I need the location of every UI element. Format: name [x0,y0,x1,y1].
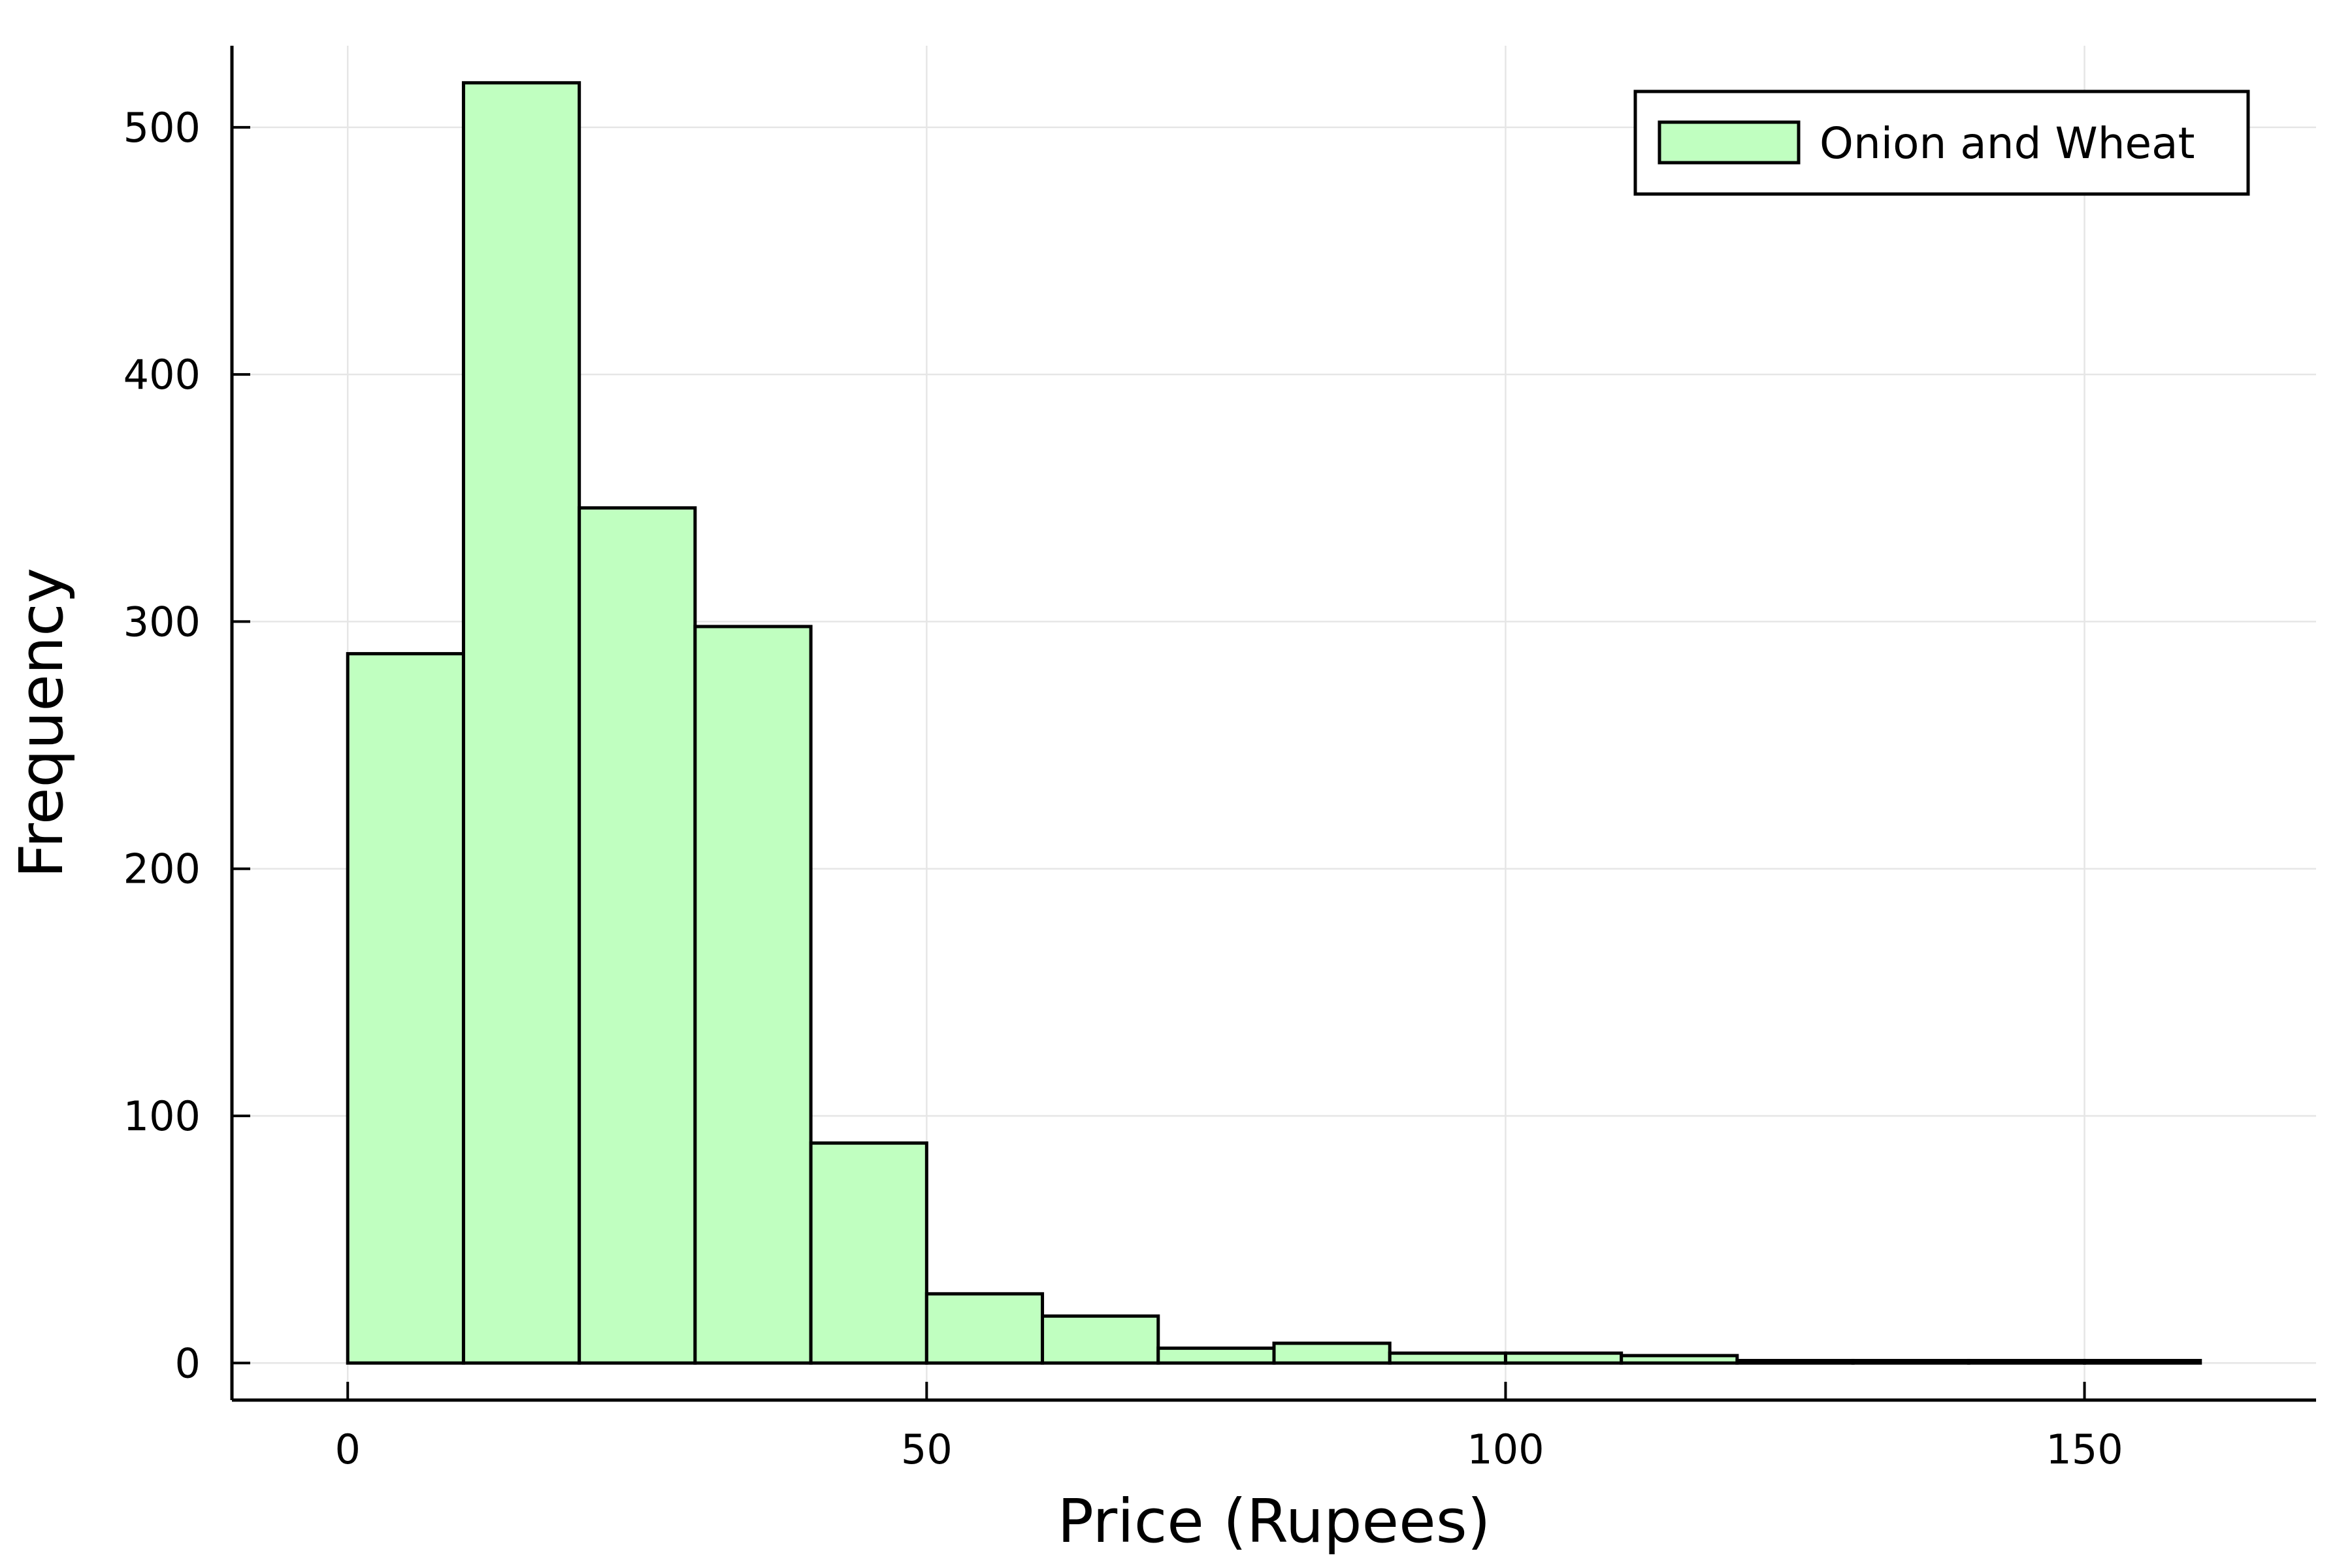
x-tick-label: 50 [901,1426,953,1473]
x-tick-label: 150 [2046,1426,2123,1473]
legend-swatch [1658,120,1801,165]
histogram-bar [1735,1358,1855,1365]
y-tick-label: 0 [175,1339,201,1387]
histogram-bar [1272,1341,1392,1365]
axes [230,46,2316,1402]
ticks: 0 50 100 150 0 100 200 300 400 500 [123,104,2123,1473]
y-tick-label: 500 [123,104,201,152]
histogram-bar [461,81,581,1365]
y-tick-label: 100 [123,1092,201,1140]
y-tick-label: 300 [123,598,201,645]
histogram-bar [1620,1354,1739,1365]
x-tick-label: 100 [1467,1426,1544,1473]
histogram-bar [693,625,813,1365]
histogram-bar [2083,1358,2202,1365]
histogram-bar [346,652,465,1365]
y-tick-label: 200 [123,845,201,893]
histogram-bar [1851,1358,1970,1365]
y-tick-label: 400 [123,351,201,399]
histogram-bar [1156,1347,1276,1365]
y-axis-title: Frequency [7,568,76,878]
histogram-bar [578,506,697,1365]
histogram-bar [924,1292,1045,1365]
histogram-bar [1503,1351,1624,1365]
histogram-bar [1967,1358,2087,1365]
histogram-bar [1388,1351,1507,1365]
histogram-bar [1041,1314,1160,1365]
bars [346,81,2202,1365]
legend: Onion and Wheat [1633,90,2250,196]
legend-label: Onion and Wheat [1820,118,2195,169]
histogram-bar [809,1141,928,1365]
x-axis-title: Price (Rupees) [1057,1486,1490,1556]
x-tick-label: 0 [335,1426,360,1473]
